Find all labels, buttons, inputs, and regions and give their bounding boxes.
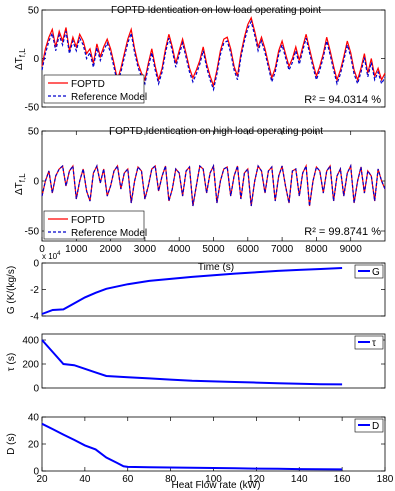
y-tick-label: 400 [22, 336, 39, 347]
legend-label-foptd: FOPTD [71, 79, 105, 90]
y-tick-label: 0 [33, 177, 39, 188]
x-tick-label: 60 [122, 474, 134, 485]
x-tick-label: 180 [377, 474, 394, 485]
y-axis-label-sub: f,L [18, 173, 27, 182]
y-tick-label: 50 [28, 6, 40, 17]
legend: D [354, 418, 384, 433]
x-tick-label: 1000 [65, 244, 88, 255]
chart-title: FOPTD Identication on high load operatin… [109, 126, 323, 137]
y-axis-label: ΔTf,L [14, 173, 27, 195]
x-tick-label: 7000 [271, 244, 294, 255]
legend-label: D [372, 421, 379, 432]
legend-label-foptd: FOPTD [71, 215, 105, 226]
x-tick-label: 6000 [237, 244, 260, 255]
y-axis-label: ΔTf,L [14, 48, 27, 70]
x-tick-label: 3000 [134, 244, 157, 255]
x-tick-label: 0 [39, 244, 45, 255]
series-line-foptd [41, 16, 386, 88]
x-tick-label: 100 [205, 474, 222, 485]
x-axis-label: Time (s) [198, 262, 234, 273]
series-line-reference [41, 19, 386, 92]
legend-label: τ [372, 338, 376, 349]
legend-box [43, 210, 145, 240]
x-tick-label: 140 [291, 474, 308, 485]
y-tick-label: 0 [33, 384, 39, 395]
x-tick-label: 9000 [340, 244, 363, 255]
y-axis-label: G (K/(kg/s) [6, 266, 17, 314]
plot-area [41, 333, 386, 389]
y-tick-label: 50 [28, 127, 40, 138]
chart-panel-low-load: FOPTD Identication on low load operating… [14, 5, 386, 114]
legend: τ [354, 335, 384, 350]
legend-label: G [372, 267, 380, 278]
x-tick-label: 80 [165, 474, 177, 485]
legend: G [354, 264, 384, 279]
y-tick-label: 0 [33, 259, 39, 270]
y-multiplier: x 104 [42, 251, 61, 261]
chart-title: FOPTD Identication on low load operating… [111, 5, 321, 16]
y-tick-label: 0 [33, 54, 39, 65]
chart-panel-gain: x 104 -4 -2 0 G (K/(kg/s) G [6, 251, 386, 323]
y-axis-label: τ (s) [6, 353, 17, 371]
y-tick-label: -4 [30, 312, 39, 323]
legend: FOPTD Reference Model [43, 74, 147, 104]
y-tick-label: -50 [25, 227, 40, 238]
x-tick-label: 5000 [202, 244, 225, 255]
x-axis-label: Heat Flow rate (kW) [172, 480, 261, 491]
legend-box [43, 74, 145, 104]
plot-area [41, 416, 386, 472]
y-tick-label: 40 [28, 413, 40, 424]
legend: FOPTD Reference Model [43, 210, 147, 240]
series-line-reference [41, 163, 386, 207]
r-squared-annotation: R² = 99.8741 % [304, 226, 381, 238]
y-tick-label: 0 [33, 467, 39, 478]
series-line-3 [41, 339, 343, 386]
y-tick-label: 20 [28, 440, 40, 451]
chart-panel-time-constant: 0 200 400 τ (s) τ [6, 333, 386, 395]
svg-text:ΔTf,L: ΔTf,L [14, 173, 27, 195]
chart-panel-high-load: FOPTD Identication on high load operatin… [14, 126, 386, 273]
y-axis-label-text: ΔT [14, 182, 25, 195]
x-tick-label: 4000 [168, 244, 191, 255]
legend-label-reference: Reference Model [71, 228, 147, 239]
svg-text:ΔTf,L: ΔTf,L [14, 48, 27, 70]
y-axis-label-text: ΔT [14, 57, 25, 70]
y-axis-label-sub: f,L [18, 48, 27, 57]
x-tick-label: 40 [79, 474, 91, 485]
x-tick-label: 120 [248, 474, 265, 485]
x-tick-label: 8000 [305, 244, 328, 255]
y-tick-label: 200 [22, 360, 39, 371]
x-tick-label: 2000 [99, 244, 122, 255]
x-tick-label: 160 [334, 474, 351, 485]
y-tick-label: -50 [25, 103, 40, 114]
y-tick-label: -2 [30, 285, 39, 296]
r-squared-annotation: R² = 94.0314 % [304, 94, 381, 106]
series-line-2 [41, 267, 343, 315]
y-axis-label: D (s) [6, 433, 17, 455]
x-tick-label: 20 [36, 474, 48, 485]
legend-label-reference: Reference Model [71, 92, 147, 103]
series-line-4 [41, 422, 343, 471]
